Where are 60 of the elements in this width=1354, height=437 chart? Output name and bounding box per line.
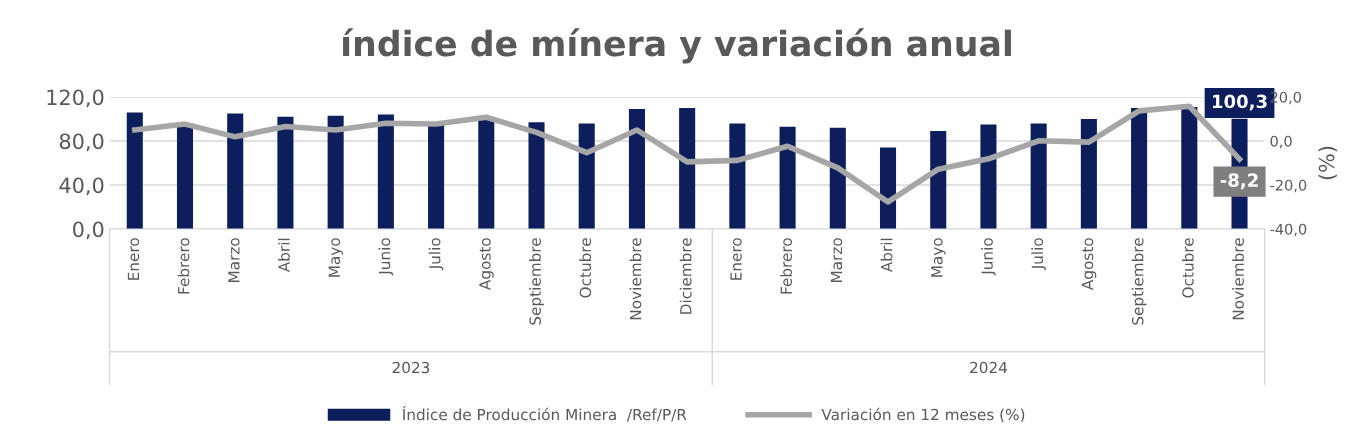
x-tick-label: Abril (278, 238, 290, 273)
y-tick-label: 120,0 (47, 89, 104, 108)
bar (829, 127, 846, 229)
y2-tick-label: -20,0 (1270, 179, 1307, 193)
chart-title: índice de mínera y variación anual (343, 28, 1011, 64)
bar (578, 123, 595, 229)
bar (1030, 123, 1047, 229)
x-tick-label: Mayo (931, 238, 946, 277)
bar (377, 114, 394, 229)
bar (176, 124, 194, 229)
x-tick-label: Junio (981, 238, 996, 276)
y-tick-label: 80,0 (59, 133, 104, 152)
x-tick-label: Abril (880, 238, 893, 273)
y-tick-label: 0,0 (73, 221, 104, 240)
bar (1080, 119, 1097, 229)
bar (1181, 106, 1198, 229)
legend-label: Variación en 12 meses (%) (821, 407, 1025, 423)
text: 2023 (392, 361, 430, 374)
bar (1131, 108, 1148, 229)
bar (528, 122, 545, 229)
x-tick-label: Junio (378, 238, 394, 276)
x-tick-label: Julio (1031, 238, 1046, 271)
bar (126, 112, 143, 229)
x-tick-label: Febrero (177, 238, 190, 294)
bar (277, 116, 294, 229)
x-tick-label: Agosto (479, 238, 494, 290)
bar (227, 113, 244, 229)
x-tick-label: Mayo (328, 238, 344, 277)
x-tick-label: Diciembre (679, 238, 692, 314)
bar (980, 124, 997, 229)
x-tick-label: Enero (127, 238, 140, 280)
x-tick-label: Noviembre (629, 238, 642, 320)
x-tick-label: Marzo (830, 238, 843, 283)
bar (628, 109, 645, 229)
x-tick-label: Septiembre (1131, 238, 1147, 325)
y-tick-label: 40,0 (59, 177, 104, 196)
y2-tick-label: 0,0 (1270, 135, 1292, 149)
x-tick-label: Enero (730, 238, 742, 280)
x-tick-label: Noviembre (1232, 238, 1244, 320)
text: 2024 (970, 361, 1008, 374)
bar (327, 115, 344, 229)
bar (779, 126, 796, 229)
data-label: 100,3 (1213, 94, 1267, 111)
legend-label: Índice de Producción Minera /Ref/P/R (403, 405, 687, 422)
bar (428, 123, 445, 229)
bar (679, 108, 696, 229)
y2-axis-title: (%) (1318, 146, 1337, 180)
x-tick-label: Agosto (1081, 238, 1097, 290)
bar (729, 123, 746, 229)
x-tick-label: Octubre (1181, 238, 1194, 298)
x-tick-label: Marzo (228, 238, 240, 283)
bar (478, 117, 495, 229)
data-label: -8,2 (1220, 173, 1258, 190)
bar (879, 147, 897, 229)
x-tick-label: Febrero (780, 238, 793, 294)
x-tick-label: Septiembre (529, 238, 544, 325)
x-tick-label: Octubre (579, 238, 592, 298)
x-tick-label: Julio (428, 238, 444, 271)
y2-tick-label: -40,0 (1270, 223, 1307, 237)
bar (930, 131, 947, 229)
